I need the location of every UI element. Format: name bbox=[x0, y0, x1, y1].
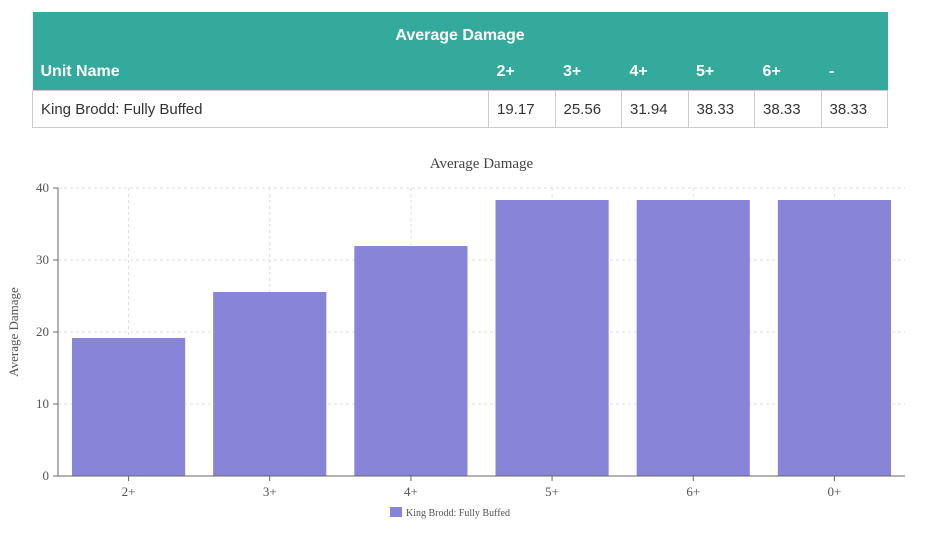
svg-text:3+: 3+ bbox=[263, 484, 277, 499]
header-col: 4+ bbox=[621, 54, 688, 91]
value-cell: 38.33 bbox=[687, 90, 755, 128]
bar bbox=[777, 200, 891, 477]
svg-text:2+: 2+ bbox=[122, 484, 136, 499]
value-cell: 19.17 bbox=[488, 90, 556, 128]
svg-text:40: 40 bbox=[36, 180, 49, 195]
chart-title: Average Damage bbox=[430, 156, 534, 172]
header-col: - bbox=[821, 54, 888, 91]
y-axis-label: Average Damage bbox=[6, 287, 21, 377]
legend-label: King Brodd: Fully Buffed bbox=[406, 508, 510, 519]
value-cell: 38.33 bbox=[754, 90, 822, 128]
unit-name-cell: King Brodd: Fully Buffed bbox=[32, 90, 489, 128]
svg-text:4+: 4+ bbox=[404, 484, 418, 499]
value-cell: 38.33 bbox=[820, 90, 888, 128]
header-col: 6+ bbox=[754, 54, 821, 91]
table-row: King Brodd: Fully Buffed 19.17 25.56 31.… bbox=[32, 90, 888, 128]
value-cell: 25.56 bbox=[554, 90, 622, 128]
svg-text:20: 20 bbox=[36, 324, 49, 339]
header-col: 3+ bbox=[555, 54, 622, 91]
bar bbox=[213, 291, 327, 476]
chart-svg: Average Damage 0 10 20 30 40 2+ 3+ 4+ 5+ 6+ 0+ Avera… bbox=[6, 156, 905, 519]
header-unit-name: Unit Name bbox=[32, 54, 489, 91]
svg-text:10: 10 bbox=[36, 396, 49, 411]
header-col: 5+ bbox=[688, 54, 755, 91]
damage-table: Average Damage Unit Name 2+ 3+ 4+ 5+ 6+ … bbox=[32, 12, 888, 128]
svg-text:6+: 6+ bbox=[686, 484, 700, 499]
bar-chart: Average Damage 0 10 20 30 40 2+ 3+ 4+ 5+ 6+ 0+ Avera… bbox=[0, 150, 940, 533]
bar bbox=[495, 200, 609, 477]
value-cell: 31.94 bbox=[621, 90, 689, 128]
svg-text:0+: 0+ bbox=[827, 484, 841, 499]
legend-swatch bbox=[390, 507, 402, 517]
svg-text:30: 30 bbox=[36, 252, 49, 267]
header-col: 2+ bbox=[488, 54, 555, 91]
table-title: Average Damage bbox=[32, 12, 888, 54]
bar bbox=[354, 246, 468, 476]
bar bbox=[636, 200, 750, 477]
svg-text:0: 0 bbox=[43, 468, 50, 483]
bar bbox=[72, 337, 186, 476]
svg-text:5+: 5+ bbox=[545, 484, 559, 499]
